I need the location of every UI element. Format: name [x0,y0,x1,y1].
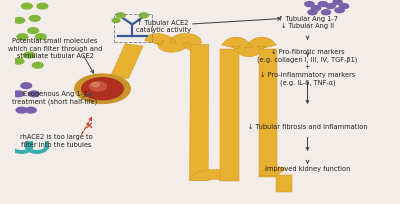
Circle shape [24,52,35,58]
Circle shape [13,58,24,64]
Circle shape [89,82,106,91]
Circle shape [21,83,32,89]
Circle shape [22,3,32,9]
Circle shape [82,78,123,100]
Text: ✕: ✕ [85,120,93,131]
Circle shape [311,6,321,11]
Circle shape [29,16,40,21]
Circle shape [16,107,27,113]
Text: ↑ Tubular ACE2
catalytic activity: ↑ Tubular ACE2 catalytic activity [136,20,190,33]
Polygon shape [259,49,277,177]
Circle shape [26,107,36,113]
Text: Exogenous Ang 1-7
treatment (short half-life): Exogenous Ang 1-7 treatment (short half-… [12,91,98,105]
Text: ↓ Pro-fibrotic markers
(e.g. collagen I, III, IV, TGF-β1)
+
↓ Pro-inflammatory m: ↓ Pro-fibrotic markers (e.g. collagen I,… [257,49,358,86]
Polygon shape [145,33,202,52]
Circle shape [139,13,148,18]
Circle shape [75,74,130,103]
Circle shape [37,3,48,9]
Text: Improved kidney function: Improved kidney function [265,166,350,172]
Circle shape [308,10,317,15]
Polygon shape [190,170,239,181]
Circle shape [28,91,39,97]
Circle shape [326,4,335,9]
Polygon shape [190,44,209,181]
Circle shape [17,34,28,40]
Circle shape [13,91,24,97]
Circle shape [116,13,125,18]
Circle shape [333,0,342,4]
Circle shape [112,18,120,22]
Text: Potential small molecules
which can filter through and
stimulate tubular ACE2: Potential small molecules which can filt… [8,39,102,59]
Circle shape [318,2,328,7]
Circle shape [305,2,314,7]
Circle shape [32,62,43,68]
Polygon shape [222,37,276,57]
Circle shape [340,4,349,9]
Circle shape [321,10,331,15]
Polygon shape [276,175,292,192]
Text: ↑ Tubular Ang 1-7
↓ Tubular Ang II: ↑ Tubular Ang 1-7 ↓ Tubular Ang II [278,16,338,29]
Text: ↓ Tubular fibrosis and inflammation: ↓ Tubular fibrosis and inflammation [248,123,367,130]
Circle shape [28,28,38,33]
Circle shape [36,34,46,40]
Polygon shape [260,167,286,175]
Circle shape [14,18,25,23]
Polygon shape [110,44,143,79]
Text: rhACE2 is too large to
filter into the tubules: rhACE2 is too large to filter into the t… [20,134,93,147]
Polygon shape [220,49,239,181]
Circle shape [92,83,100,87]
Circle shape [335,8,344,13]
